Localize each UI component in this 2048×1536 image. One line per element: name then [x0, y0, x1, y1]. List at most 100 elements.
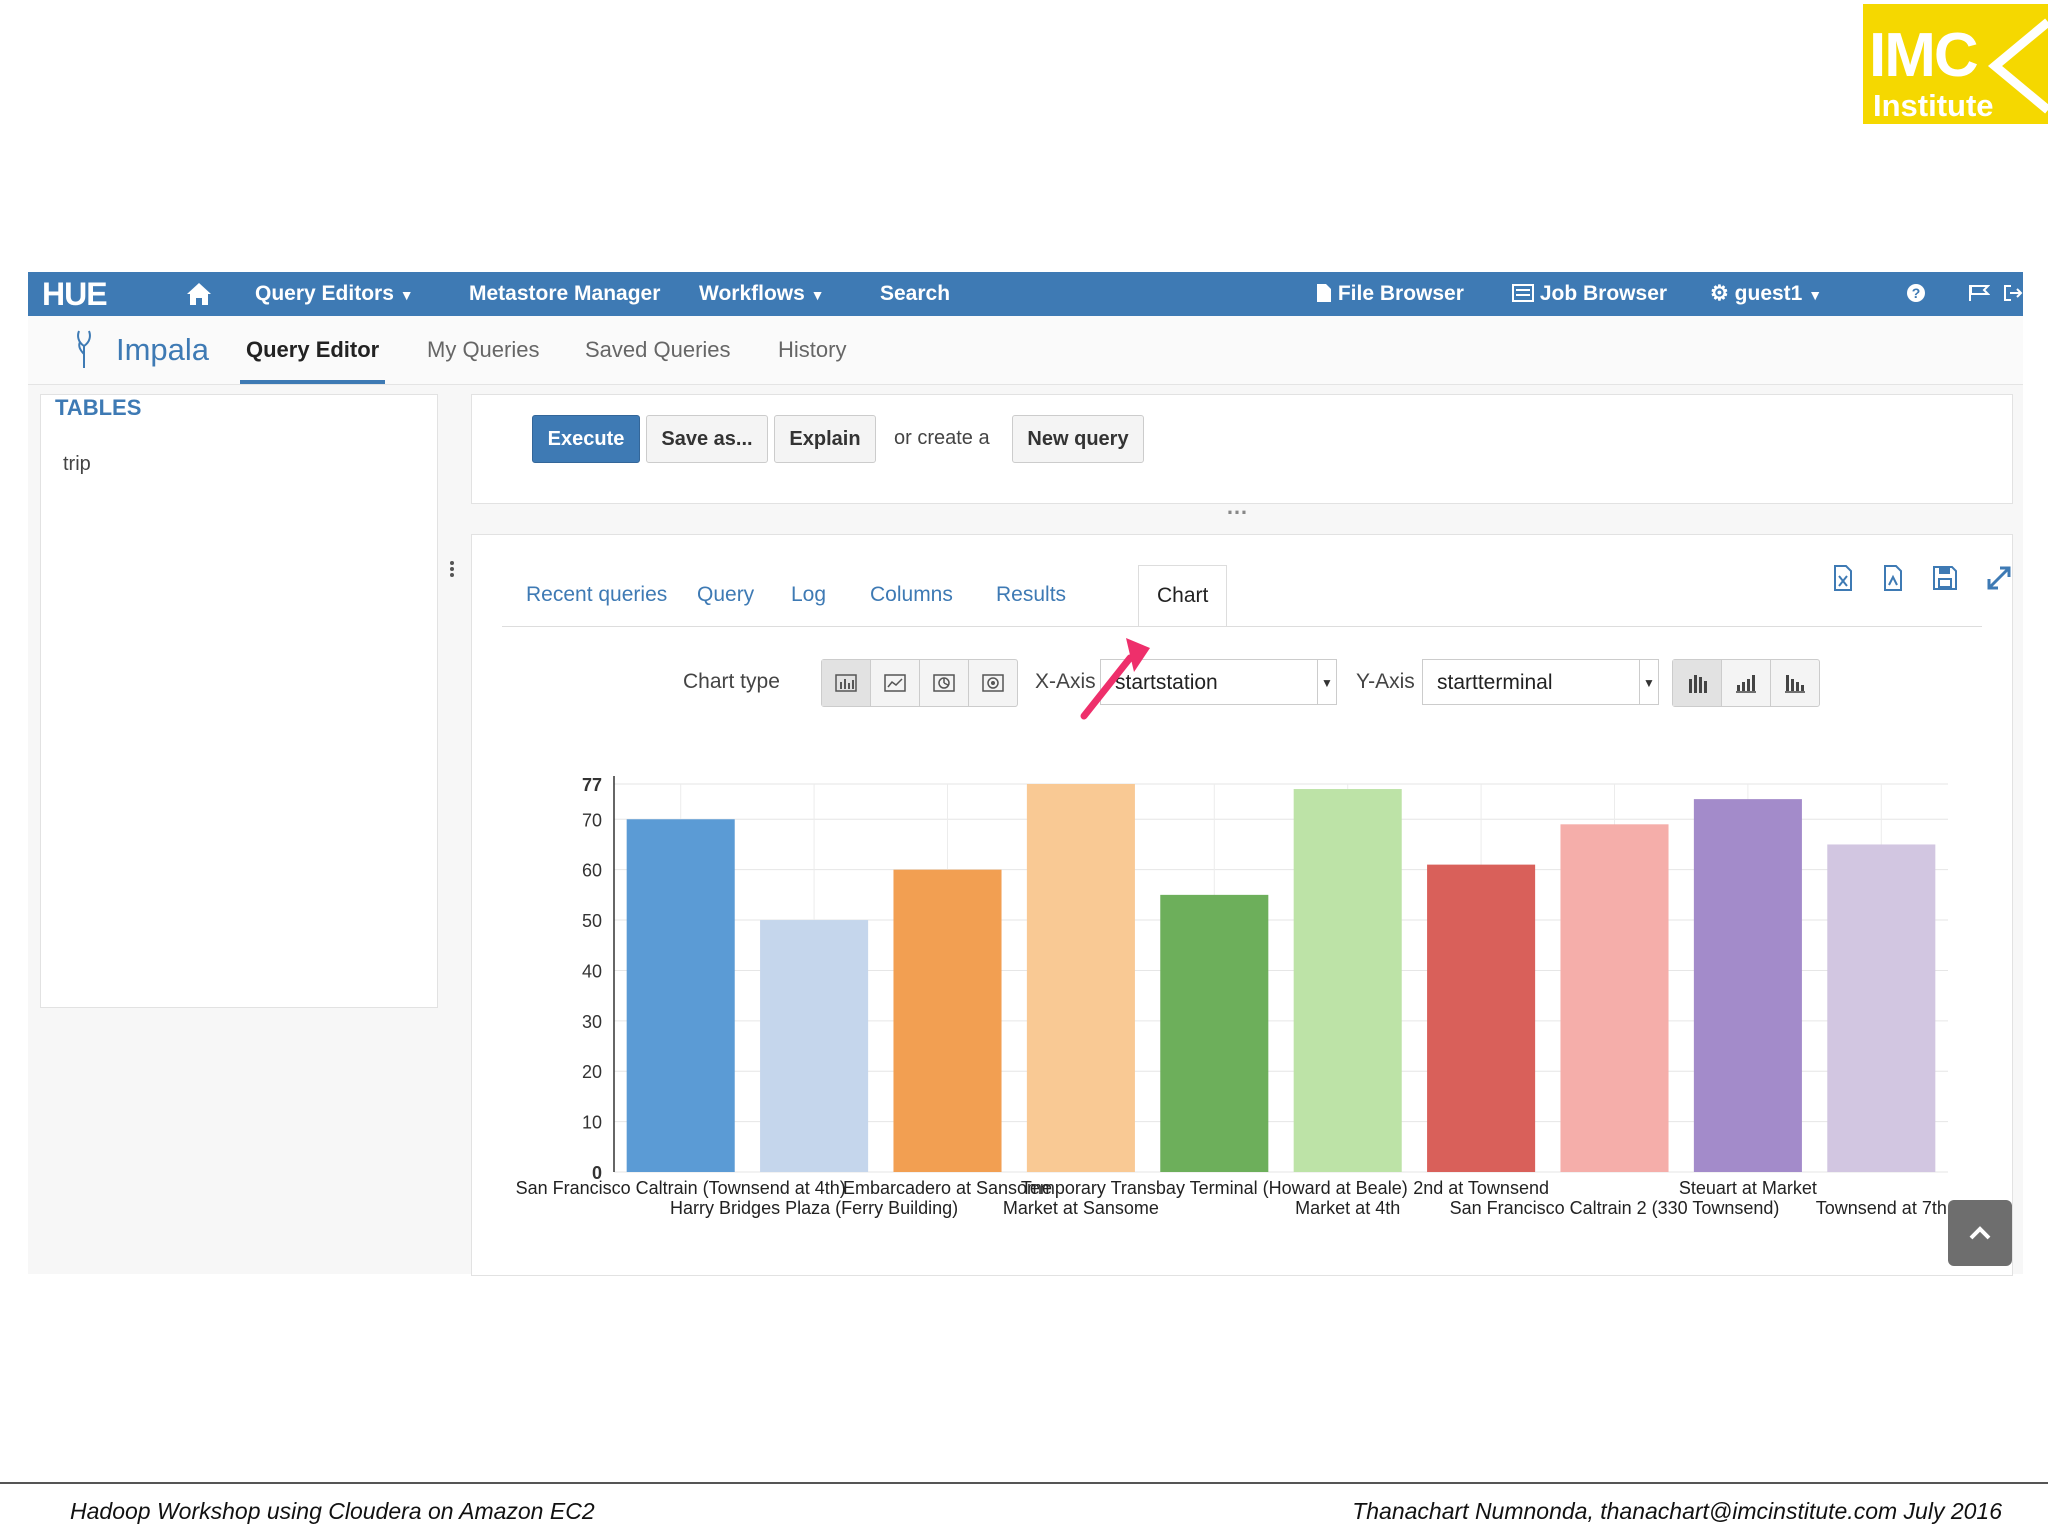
bar[interactable]: [1827, 844, 1936, 1172]
logo-text: IMC: [1869, 21, 1979, 90]
impala-app-icon: [77, 330, 91, 368]
y-tick-label: 40: [582, 961, 602, 981]
caret-down-icon: ▼: [1639, 660, 1658, 704]
home-icon[interactable]: [186, 282, 212, 306]
file-icon: [1317, 284, 1331, 302]
bar-chart-type-icon[interactable]: [822, 660, 871, 706]
tabs-divider: [502, 626, 1982, 627]
query-editor-panel: Execute Save as... Explain or create a N…: [471, 394, 2013, 504]
tables-sidebar: TABLES trip: [40, 394, 438, 1008]
y-axis-value: startterminal: [1437, 671, 1553, 694]
y-tick-label: 10: [582, 1113, 602, 1133]
footer-left-text: Hadoop Workshop using Cloudera on Amazon…: [70, 1498, 595, 1524]
chevron-down-icon: ▼: [399, 287, 414, 303]
y-axis-select[interactable]: startterminal ▼: [1422, 659, 1659, 705]
nav-query-editors[interactable]: Query Editors ▼: [255, 282, 414, 305]
sort-ascending-icon[interactable]: [1722, 660, 1771, 706]
bar[interactable]: [626, 819, 735, 1172]
y-tick-label: 0: [592, 1163, 602, 1183]
imc-institute-logo: IMC Institute: [1863, 4, 2048, 124]
app-name-impala[interactable]: Impala: [116, 332, 210, 367]
bar[interactable]: [760, 920, 869, 1172]
y-tick-label: 70: [582, 810, 602, 830]
tab-log[interactable]: Log: [791, 583, 827, 606]
x-tick-label: Embarcadero at Sansome: [843, 1178, 1052, 1198]
bar[interactable]: [1427, 864, 1536, 1172]
tab-results[interactable]: Results: [996, 583, 1067, 606]
sort-none-icon[interactable]: [1673, 660, 1722, 706]
x-tick-label: San Francisco Caltrain 2 (330 Townsend): [1450, 1198, 1780, 1218]
x-tick-label: Harry Bridges Plaza (Ferry Building): [670, 1198, 958, 1218]
x-axis-select[interactable]: startstation ▼: [1100, 659, 1337, 705]
subnav-history[interactable]: History: [778, 337, 847, 362]
nav-workflows[interactable]: Workflows ▼: [699, 282, 825, 305]
save-as-button[interactable]: Save as...: [646, 415, 768, 463]
nav-user-menu[interactable]: ⚙ guest1 ▼: [1710, 282, 1823, 305]
sort-descending-icon[interactable]: [1771, 660, 1819, 706]
chart-type-label: Chart type: [683, 670, 780, 693]
or-create-text: or create a: [894, 427, 990, 449]
caret-down-icon: ▼: [1317, 660, 1336, 704]
bar[interactable]: [893, 869, 1002, 1172]
tab-chart[interactable]: Chart: [1138, 565, 1228, 627]
tab-recent-queries[interactable]: Recent queries: [526, 583, 668, 606]
logo-subtext: Institute: [1873, 88, 1994, 123]
nav-search[interactable]: Search: [880, 282, 951, 305]
line-chart-type-icon[interactable]: [871, 660, 920, 706]
tab-query[interactable]: Query: [697, 583, 755, 606]
x-axis-value: startstation: [1115, 671, 1218, 694]
nav-file-browser[interactable]: File Browser: [1316, 272, 1464, 316]
x-tick-label: San Francisco Caltrain (Townsend at 4th): [516, 1178, 846, 1198]
flag-icon[interactable]: [1968, 272, 1991, 316]
list-icon: [1512, 284, 1534, 302]
save-icon[interactable]: [1930, 563, 1960, 593]
hue-logo[interactable]: HUE: [42, 276, 108, 312]
pie-chart-type-icon[interactable]: [920, 660, 969, 706]
x-axis-label: X-Axis: [1035, 670, 1096, 693]
annotation-arrow: [1080, 638, 1150, 720]
y-tick-label: 77: [582, 775, 602, 795]
x-tick-label: Steuart at Market: [1679, 1178, 1817, 1198]
bar[interactable]: [1026, 784, 1135, 1172]
chart-type-group: [821, 659, 1018, 707]
subnav-query-editor[interactable]: Query Editor: [240, 316, 386, 384]
split-drag-handle[interactable]: …: [1226, 494, 1248, 519]
chevron-down-icon: ▼: [1808, 287, 1823, 303]
footer-divider: [0, 1482, 2048, 1484]
table-item-trip[interactable]: trip: [63, 453, 91, 475]
scroll-to-top-button[interactable]: [1948, 1200, 2012, 1266]
tab-columns[interactable]: Columns: [870, 583, 953, 606]
subnav-saved-queries[interactable]: Saved Queries: [585, 337, 731, 362]
sort-group: [1672, 659, 1820, 707]
new-query-button[interactable]: New query: [1012, 415, 1144, 463]
cogs-icon: ⚙: [1710, 282, 1729, 305]
panel-resize-handle[interactable]: [449, 560, 455, 578]
download-csv-icon[interactable]: [1878, 563, 1908, 593]
x-tick-label: Temporary Transbay Terminal (Howard at B…: [1021, 1178, 1408, 1198]
impala-subnav: Impala Query Editor My Queries Saved Que…: [28, 316, 2023, 385]
results-tabs: Recent queries Query Log Columns Results…: [502, 565, 1982, 627]
execute-button[interactable]: Execute: [532, 415, 640, 463]
subnav-my-queries[interactable]: My Queries: [427, 337, 540, 362]
explain-button[interactable]: Explain: [774, 415, 876, 463]
nav-metastore-manager[interactable]: Metastore Manager: [469, 282, 661, 305]
x-tick-label: Market at Sansome: [1003, 1198, 1159, 1218]
logout-icon[interactable]: [2003, 272, 2023, 316]
expand-icon[interactable]: [1984, 563, 2014, 593]
nav-job-browser[interactable]: Job Browser: [1512, 272, 1667, 316]
download-xls-icon[interactable]: [1828, 563, 1858, 593]
bar[interactable]: [1293, 789, 1402, 1172]
bar[interactable]: [1693, 799, 1802, 1172]
y-tick-label: 50: [582, 911, 602, 931]
y-tick-label: 60: [582, 861, 602, 881]
chevron-up-icon: [1969, 1226, 1991, 1240]
y-axis-label: Y-Axis: [1356, 670, 1415, 693]
bar[interactable]: [1160, 894, 1269, 1172]
logo-chevron-icon: [1987, 18, 2048, 114]
svg-text:?: ?: [1912, 285, 1921, 301]
y-tick-label: 30: [582, 1012, 602, 1032]
bar[interactable]: [1560, 824, 1669, 1172]
map-chart-type-icon[interactable]: [969, 660, 1017, 706]
help-icon[interactable]: ?: [1906, 272, 1926, 316]
bar-chart: 0 10 20 30 40 50 60 70 77 San Francisco Caltrain…: [516, 775, 1948, 1218]
